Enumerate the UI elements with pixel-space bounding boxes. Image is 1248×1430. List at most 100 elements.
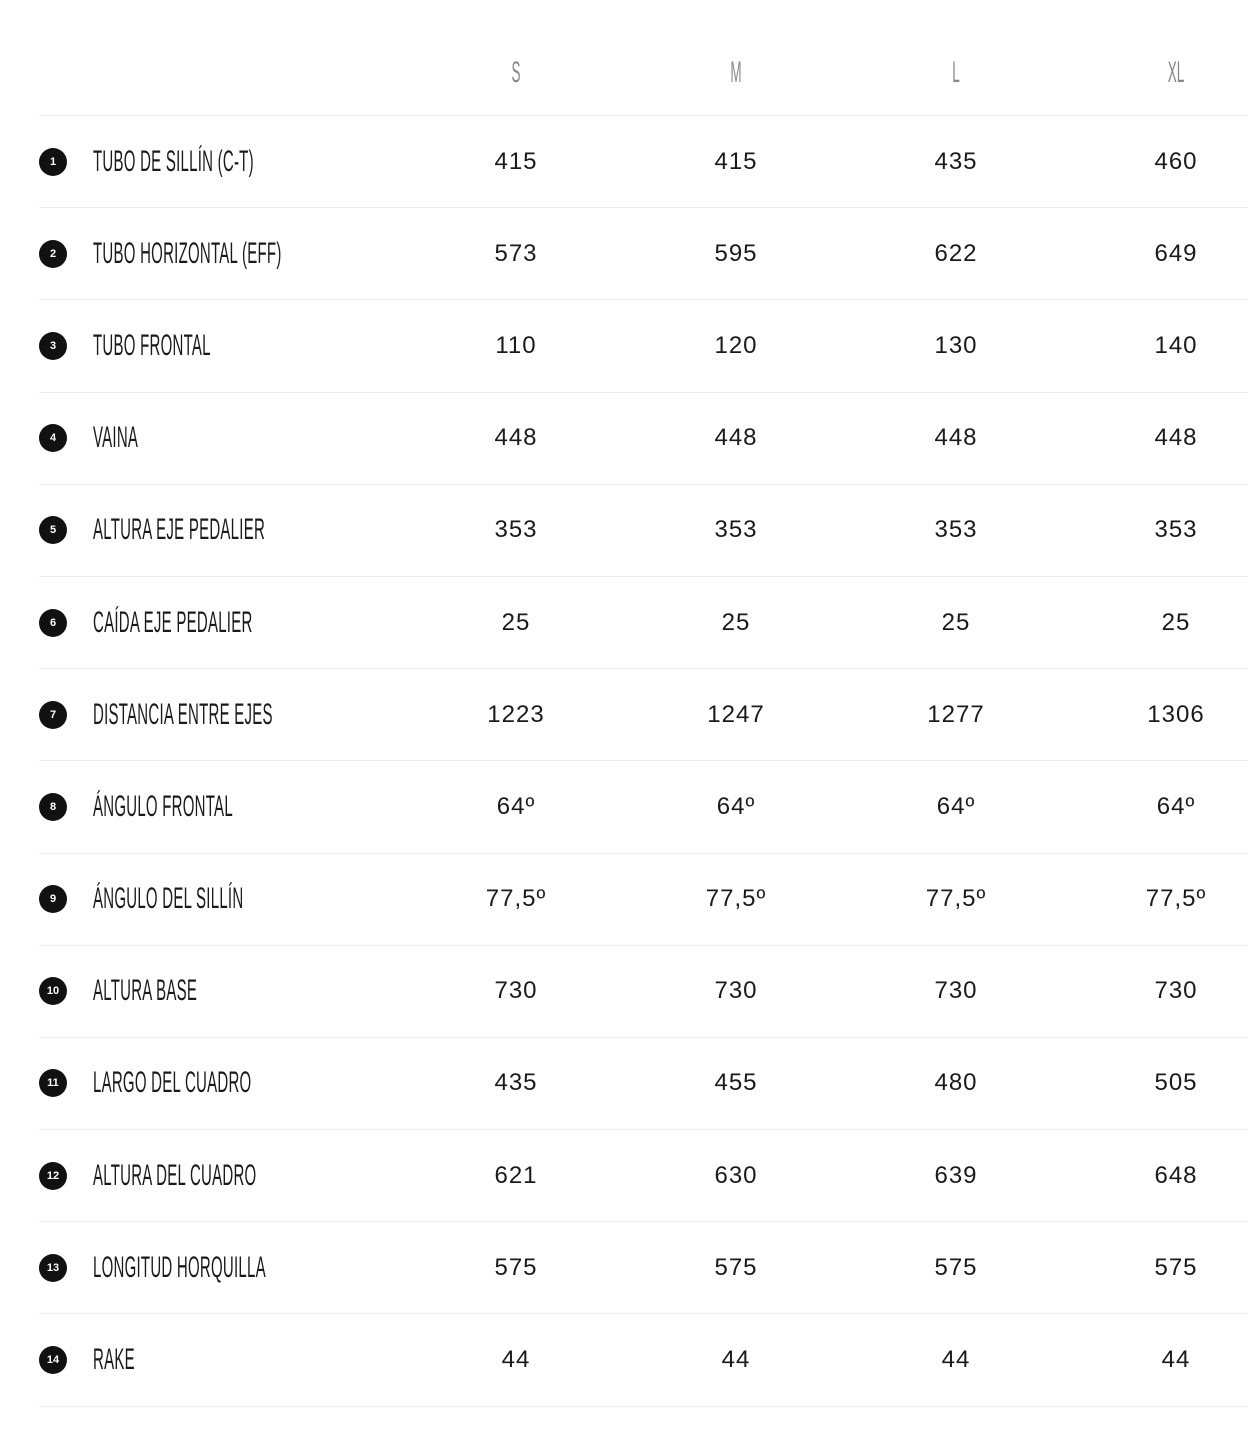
measurement-value: 630 <box>714 1161 758 1189</box>
measurement-value: 1277 <box>927 700 985 728</box>
measurement-value: 621 <box>494 1161 538 1189</box>
measurement-value: 77,5º <box>925 885 987 913</box>
measurement-label: TUBO FRONTAL <box>93 328 211 362</box>
measurement-label: ALTURA BASE <box>93 974 198 1008</box>
size-header-s: S <box>511 56 521 89</box>
row-number-badge: 12 <box>39 1161 67 1190</box>
table-row: 9 ÁNGULO DEL SILLÍN 77,5º 77,5º 77,5º 77,5º <box>39 854 1248 946</box>
row-number-badge: 5 <box>39 516 67 545</box>
measurement-value: 64º <box>496 792 536 820</box>
measurement-value: 1306 <box>1147 700 1205 728</box>
measurement-label: ÁNGULO FRONTAL <box>93 789 233 823</box>
measurement-label: TUBO HORIZONTAL (EFF) <box>93 236 282 270</box>
measurement-value: 648 <box>1154 1161 1198 1189</box>
measurement-label: VAINA <box>93 421 139 455</box>
measurement-value: 44 <box>501 1346 531 1374</box>
table-row: 13 LONGITUD HORQUILLA 575 575 575 575 <box>39 1222 1248 1315</box>
size-header-xl: XL <box>1167 56 1185 89</box>
size-header-l: L <box>952 56 960 89</box>
size-header-m: M <box>730 56 742 89</box>
measurement-value: 575 <box>1154 1253 1198 1281</box>
measurement-value: 140 <box>1154 331 1198 359</box>
table-row: 4 VAINA 448 448 448 448 <box>39 393 1248 485</box>
measurement-value: 64º <box>716 792 756 820</box>
row-number-badge: 3 <box>39 331 67 360</box>
table-row: 1 TUBO DE SILLÍN (C-T) 415 415 435 460 <box>39 116 1248 209</box>
measurement-value: 415 <box>494 147 538 175</box>
measurement-label: LARGO DEL CUADRO <box>93 1066 252 1100</box>
row-number-badge: 7 <box>39 700 67 729</box>
table-row: 14 RAKE 44 44 44 44 <box>39 1314 1248 1407</box>
measurement-value: 573 <box>494 239 538 267</box>
measurement-value: 415 <box>714 147 758 175</box>
measurement-value: 448 <box>1154 424 1198 452</box>
measurement-value: 1223 <box>487 700 545 728</box>
measurement-value: 730 <box>494 977 538 1005</box>
measurement-value: 448 <box>494 424 538 452</box>
measurement-value: 730 <box>934 977 978 1005</box>
measurement-value: 25 <box>941 608 971 636</box>
row-number-badge: 13 <box>39 1253 67 1282</box>
measurement-value: 353 <box>494 516 538 544</box>
measurement-value: 353 <box>934 516 978 544</box>
measurement-value: 435 <box>934 147 978 175</box>
measurement-value: 622 <box>934 239 978 267</box>
measurement-value: 353 <box>1154 516 1198 544</box>
measurement-value: 595 <box>714 239 758 267</box>
table-row: 6 CAÍDA EJE PEDALIER 25 25 25 25 <box>39 577 1248 670</box>
measurement-value: 77,5º <box>485 885 547 913</box>
table-row: 3 TUBO FRONTAL 110 120 130 140 <box>39 300 1248 393</box>
row-number-badge: 10 <box>39 977 67 1006</box>
row-number-badge: 9 <box>39 885 67 914</box>
measurement-label: LONGITUD HORQUILLA <box>93 1250 266 1284</box>
measurement-value: 575 <box>934 1253 978 1281</box>
table-row: 11 LARGO DEL CUADRO 435 455 480 505 <box>39 1038 1248 1131</box>
measurement-value: 64º <box>936 792 976 820</box>
measurement-value: 130 <box>934 331 978 359</box>
measurement-value: 44 <box>941 1346 971 1374</box>
measurement-value: 649 <box>1154 239 1198 267</box>
row-number-badge: 8 <box>39 792 67 821</box>
table-row: 8 ÁNGULO FRONTAL 64º 64º 64º 64º <box>39 761 1248 854</box>
measurement-value: 730 <box>1154 977 1198 1005</box>
measurement-value: 448 <box>714 424 758 452</box>
measurement-label: ALTURA EJE PEDALIER <box>93 513 266 547</box>
size-header-row: S M L XL <box>39 0 1248 116</box>
measurement-value: 639 <box>934 1161 978 1189</box>
measurement-value: 730 <box>714 977 758 1005</box>
measurement-value: 575 <box>494 1253 538 1281</box>
measurement-value: 353 <box>714 516 758 544</box>
measurement-value: 44 <box>721 1346 751 1374</box>
row-number-badge: 4 <box>39 424 67 453</box>
measurement-value: 505 <box>1154 1069 1198 1097</box>
measurement-value: 435 <box>494 1069 538 1097</box>
measurement-label: ALTURA DEL CUADRO <box>93 1158 257 1192</box>
table-row: 2 TUBO HORIZONTAL (EFF) 573 595 622 649 <box>39 208 1248 301</box>
row-number-badge: 6 <box>39 608 67 637</box>
table-row: 12 ALTURA DEL CUADRO 621 630 639 648 <box>39 1130 1248 1223</box>
measurement-value: 25 <box>721 608 751 636</box>
measurement-value: 448 <box>934 424 978 452</box>
measurement-value: 455 <box>714 1069 758 1097</box>
geometry-table: S M L XL 1 TUBO DE SILLÍN (C-T) 415 415 435… <box>39 0 1248 1407</box>
measurement-value: 44 <box>1161 1346 1191 1374</box>
measurement-value: 25 <box>1161 608 1191 636</box>
table-row: 7 DISTANCIA ENTRE EJES 1223 1247 1277 1306 <box>39 669 1248 762</box>
measurement-label: CAÍDA EJE PEDALIER <box>93 605 253 639</box>
measurement-value: 1247 <box>707 700 765 728</box>
measurement-value: 77,5º <box>1145 885 1207 913</box>
measurement-value: 25 <box>501 608 531 636</box>
measurement-value: 480 <box>934 1069 978 1097</box>
table-row: 5 ALTURA EJE PEDALIER 353 353 353 353 <box>39 485 1248 577</box>
measurement-label: RAKE <box>93 1343 135 1377</box>
measurement-label: TUBO DE SILLÍN (C-T) <box>93 144 254 178</box>
measurement-value: 575 <box>714 1253 758 1281</box>
measurement-label: DISTANCIA ENTRE EJES <box>93 697 273 731</box>
measurement-value: 460 <box>1154 147 1198 175</box>
measurement-value: 120 <box>714 331 758 359</box>
row-number-badge: 1 <box>39 147 67 176</box>
table-row: 10 ALTURA BASE 730 730 730 730 <box>39 946 1248 1038</box>
measurement-value: 77,5º <box>705 885 767 913</box>
measurement-value: 64º <box>1156 792 1196 820</box>
measurement-label: ÁNGULO DEL SILLÍN <box>93 882 244 916</box>
